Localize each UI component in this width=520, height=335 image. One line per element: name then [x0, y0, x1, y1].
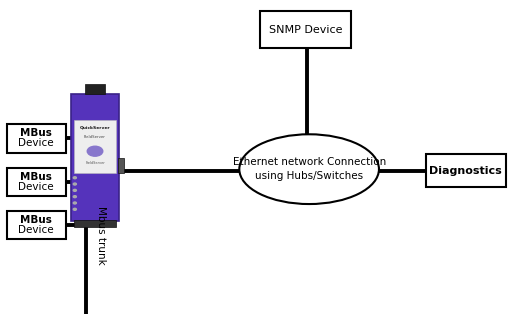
- FancyBboxPatch shape: [425, 154, 505, 188]
- FancyBboxPatch shape: [74, 220, 116, 227]
- Text: Device: Device: [19, 225, 54, 235]
- Circle shape: [87, 146, 103, 156]
- Ellipse shape: [239, 134, 379, 204]
- Circle shape: [73, 189, 76, 191]
- Text: FieldServer: FieldServer: [84, 135, 106, 139]
- Text: SNMP Device: SNMP Device: [268, 25, 342, 35]
- Circle shape: [73, 177, 76, 179]
- FancyBboxPatch shape: [85, 84, 106, 94]
- FancyBboxPatch shape: [7, 124, 66, 152]
- Circle shape: [73, 202, 76, 204]
- FancyBboxPatch shape: [71, 94, 119, 221]
- Circle shape: [73, 208, 76, 210]
- Text: Mbus trunk: Mbus trunk: [96, 206, 106, 265]
- Circle shape: [73, 196, 76, 198]
- Text: MBus: MBus: [20, 128, 52, 138]
- Text: FieldServer: FieldServer: [85, 160, 105, 164]
- Circle shape: [73, 183, 76, 185]
- Text: Device: Device: [19, 182, 54, 192]
- Text: QuickServer: QuickServer: [80, 125, 110, 129]
- Text: using Hubs/Switches: using Hubs/Switches: [255, 172, 363, 182]
- Text: Diagnostics: Diagnostics: [429, 166, 502, 176]
- Text: MBus: MBus: [20, 172, 52, 182]
- Text: Ethernet network Connection: Ethernet network Connection: [232, 157, 386, 167]
- FancyBboxPatch shape: [260, 11, 350, 48]
- FancyBboxPatch shape: [7, 211, 66, 239]
- Text: Device: Device: [19, 138, 54, 148]
- FancyBboxPatch shape: [7, 168, 66, 196]
- FancyBboxPatch shape: [74, 120, 115, 173]
- FancyBboxPatch shape: [118, 157, 124, 173]
- Text: MBus: MBus: [20, 215, 52, 225]
